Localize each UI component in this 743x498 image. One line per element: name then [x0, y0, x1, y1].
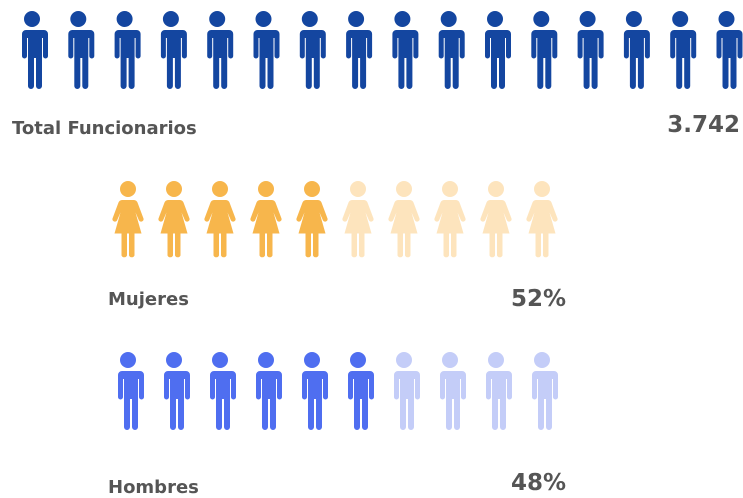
woman-icon — [388, 181, 420, 258]
person-icon — [575, 11, 604, 89]
icons — [20, 11, 743, 430]
person-icon — [251, 11, 280, 89]
man-icon — [208, 352, 236, 430]
total-value: 3.742 — [667, 112, 740, 138]
person-icon — [390, 11, 419, 89]
man-icon — [116, 352, 144, 430]
man-icon — [484, 352, 512, 430]
person-icon — [714, 11, 743, 89]
person-icon — [483, 11, 511, 89]
woman-icon — [526, 181, 558, 258]
man-icon — [392, 352, 420, 430]
person-icon — [297, 11, 326, 89]
person-icon — [205, 11, 234, 89]
person-icon — [436, 11, 465, 89]
person-icon — [621, 11, 650, 89]
total-label: Total Funcionarios — [12, 118, 197, 139]
person-icon — [112, 11, 141, 89]
man-icon — [438, 352, 466, 430]
woman-icon — [480, 181, 512, 258]
men-value: 48% — [511, 470, 566, 496]
person-icon — [158, 11, 187, 89]
woman-icon — [296, 181, 328, 258]
person-icon — [344, 11, 373, 89]
person-icon — [529, 11, 558, 89]
woman-icon — [112, 181, 144, 258]
woman-icon — [250, 181, 282, 258]
women-value: 52% — [511, 286, 566, 312]
woman-icon — [434, 181, 466, 258]
woman-icon — [342, 181, 374, 258]
person-icon — [66, 11, 95, 89]
man-icon — [346, 352, 374, 430]
women-label: Mujeres — [108, 289, 189, 310]
person-icon — [20, 11, 48, 89]
man-icon — [300, 352, 328, 430]
man-icon — [254, 352, 282, 430]
person-icon — [668, 11, 697, 89]
woman-icon — [158, 181, 190, 258]
men-label: Hombres — [108, 477, 199, 498]
woman-icon — [204, 181, 236, 258]
man-icon — [162, 352, 190, 430]
man-icon — [530, 352, 558, 430]
